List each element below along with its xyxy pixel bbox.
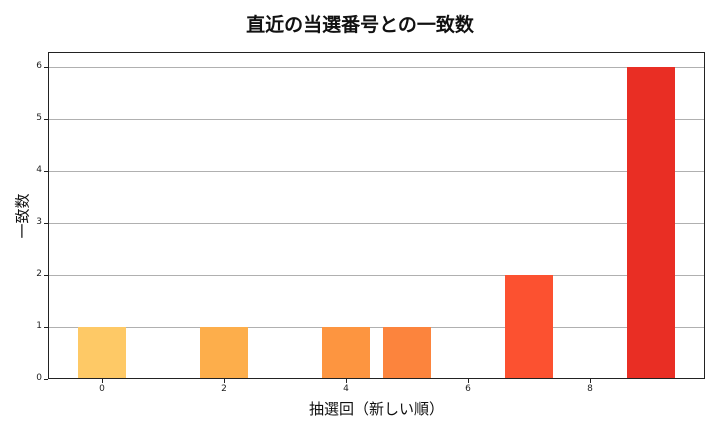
gridline (48, 275, 705, 276)
x-tick-mark (102, 379, 103, 383)
y-tick-label: 6 (36, 61, 42, 71)
y-tick-mark (44, 327, 48, 328)
gridline (48, 327, 705, 328)
x-tick-label: 0 (99, 384, 105, 394)
x-tick-label: 6 (465, 384, 471, 394)
y-axis-label: 一致数 (13, 193, 32, 239)
x-tick-label: 4 (343, 384, 349, 394)
x-axis-label: 抽選回（新しい順） (308, 400, 444, 418)
y-tick-label: 4 (36, 165, 42, 175)
y-tick-mark (44, 379, 48, 380)
gridline (48, 223, 705, 224)
bar (505, 275, 553, 379)
chart-title: 直近の当選番号との一致数 (246, 14, 474, 36)
bar (322, 327, 370, 379)
y-tick-label: 5 (36, 113, 42, 123)
x-tick-label: 8 (587, 384, 593, 394)
y-tick-mark (44, 275, 48, 276)
y-tick-label: 1 (36, 321, 42, 331)
x-tick-mark (224, 379, 225, 383)
plot-area (48, 52, 705, 379)
x-tick-mark (346, 379, 347, 383)
y-tick-mark (44, 171, 48, 172)
x-tick-mark (468, 379, 469, 383)
y-tick-label: 2 (36, 269, 42, 279)
bar (78, 327, 126, 379)
gridline (48, 171, 705, 172)
gridline (48, 119, 705, 120)
y-tick-mark (44, 119, 48, 120)
y-tick-mark (44, 67, 48, 68)
bar (200, 327, 248, 379)
bar (627, 67, 675, 379)
gridline (48, 67, 705, 68)
x-tick-mark (590, 379, 591, 383)
y-tick-mark (44, 223, 48, 224)
y-tick-label: 0 (36, 373, 42, 383)
x-tick-label: 2 (221, 384, 227, 394)
bar (383, 327, 431, 379)
y-tick-label: 3 (36, 217, 42, 227)
